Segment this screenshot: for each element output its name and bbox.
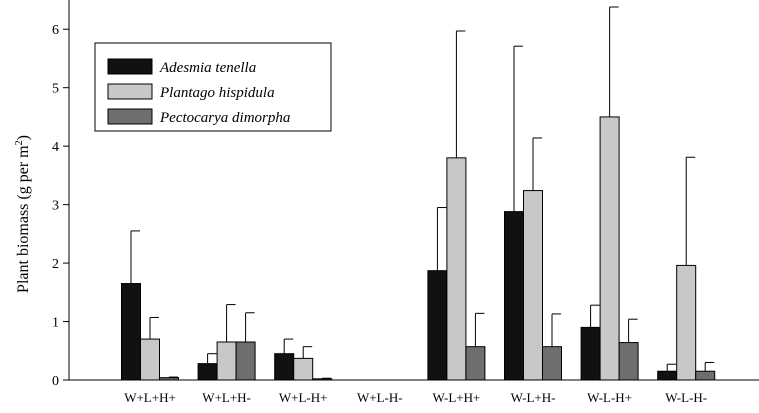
legend-swatch [107,58,153,75]
bar [695,370,716,381]
legend-label: Adesmia tenella [159,60,256,76]
legend-swatch [107,108,153,125]
x-category-label: W+L-H- [357,390,403,405]
axes-layer [68,0,759,381]
bar [235,341,256,381]
bar [504,211,524,381]
legend-label: Pectocarya dimorpha [159,110,290,126]
x-category-label: W-L-H+ [587,390,632,405]
y-tick-label: 0 [52,374,59,389]
legend: Adesmia tenella Plantago hispidula Pectoca… [94,42,332,132]
bar [197,363,218,381]
bar [427,270,448,381]
x-labels-layer: W+L+H+ W+L+H- W+L-H+ W+L-H- W-L+H+ W-L+H- W-L-… [124,390,707,405]
bar [657,370,678,381]
bar [121,283,141,381]
legend-label: Plantago hispidula [159,85,275,101]
bar [216,341,237,381]
x-category-label: W-L+H- [511,390,556,405]
bar [523,190,543,381]
y-tick-label: 6 [52,23,59,38]
error-bars-layer [130,6,715,379]
bar [618,342,639,381]
y-ticks-layer: 0 1 2 3 4 5 6 [52,23,69,389]
bar [676,264,697,381]
y-tick-label: 4 [52,140,59,155]
y-axis-title-close: ) [15,135,32,140]
bar [293,357,314,381]
x-category-label: W+L-H+ [279,390,328,405]
x-category-label: W+L+H+ [124,390,176,405]
y-tick-label: 2 [52,257,59,272]
x-category-label: W-L+H+ [432,390,480,405]
bar [599,116,620,381]
y-axis-title-sup: 2 [14,140,25,145]
x-category-label: W-L-H- [665,390,707,405]
bar [580,326,601,381]
legend-swatch [107,83,153,100]
bar [274,353,295,381]
y-axis-title: Plant biomass (g per m2) [14,135,32,293]
bar [465,346,486,381]
bar [140,338,160,381]
bars-layer [121,116,716,381]
y-tick-label: 5 [52,82,59,97]
y-tick-label: 1 [52,316,59,331]
y-tick-label: 3 [52,199,59,214]
x-category-label: W+L+H- [202,390,251,405]
bar [446,157,467,381]
y-axis-title-main: Plant biomass (g per m [15,145,32,293]
bar [542,346,562,381]
